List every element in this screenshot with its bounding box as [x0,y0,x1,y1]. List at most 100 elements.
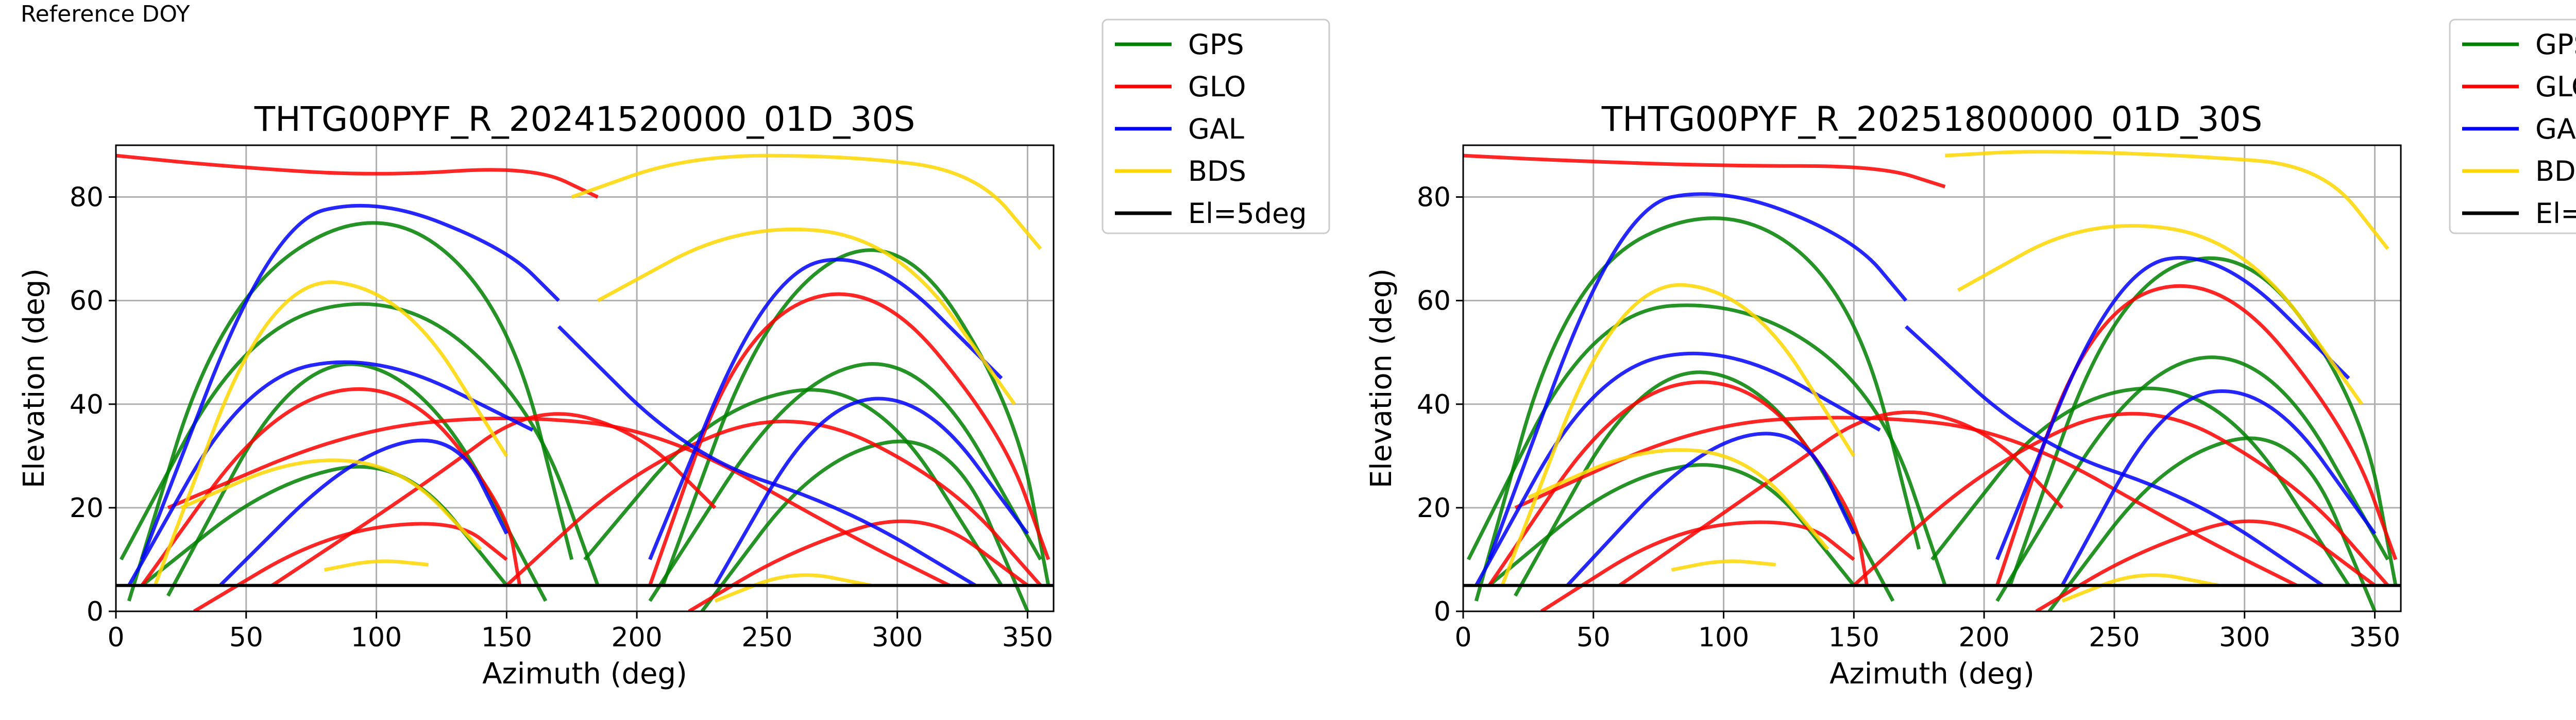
arc-bds [1957,224,2364,405]
arc-gal [1995,256,2350,560]
arc-gal [1475,351,1881,587]
x-tick-label: 100 [351,622,402,653]
arc-gps [1466,303,1947,586]
arc-glo [648,292,1050,586]
x-tick-label: 150 [481,622,532,653]
arc-gps [1930,386,2350,587]
y-axis-label: Elevation (deg) [1365,268,1398,488]
arc-bds [1945,150,2389,250]
y-tick-label: 20 [1417,493,1451,524]
arc-glo [167,416,951,587]
arc-bds [597,227,1016,405]
y-tick-label: 0 [1434,596,1451,627]
x-tick-label: 200 [1958,622,2009,653]
arc-gps [2008,256,2398,586]
arc-gal [648,258,1003,560]
arc-glo [505,419,1042,587]
legend-label: BDS [1188,155,1246,187]
x-axis-label: Azimuth (deg) [482,657,687,691]
data-arcs [1463,150,2398,611]
arc-glo [140,387,522,587]
plot-frame [1462,144,2402,612]
legend-label: GAL [1188,113,1244,145]
arc-glo [1540,520,1855,611]
data-arcs [116,153,1050,611]
arc-gps [1488,463,1856,587]
arc-glo [2035,519,2376,611]
x-tick-label: 350 [1002,622,1053,653]
legend-label: GPS [2535,28,2576,61]
arc-bds [153,280,509,586]
x-tick-label: 0 [107,622,124,653]
y-tick-label: 20 [70,493,104,524]
y-tick-label: 40 [1417,389,1451,420]
arc-glo [1487,380,1869,587]
legend-label: GPS [1188,28,1244,61]
arc-gal [713,397,1029,587]
x-tick-label: 0 [1454,622,1471,653]
chart-title: THTG00PYF_R_20251800000_01D_30S [1601,99,2262,139]
y-tick-label: 60 [70,286,104,317]
arc-bds [324,559,429,572]
chart-panel-left: 0 50 100 150 200 250 300 350 0 20 40 60 80 THTG00PYF_… [18,19,1330,691]
y-tick-label: 60 [1417,286,1451,317]
arc-gps [2047,436,2377,611]
arc-glo [1852,412,2389,587]
y-axis-label: Elevation (deg) [18,268,51,488]
arc-glo [193,522,508,611]
arc-bds [1500,283,1856,586]
arc-gps [661,248,1050,586]
arc-glo [1463,153,1946,188]
arc-gps [583,388,1003,587]
arc-bds [714,573,872,603]
page-label: Reference DOY [21,1,190,27]
legend-label: GLO [2535,71,2576,103]
legend-box [1101,19,1330,234]
chart-title: THTG00PYF_R_20241520000_01D_30S [254,99,915,139]
arc-gps [127,221,574,602]
arc-glo [688,519,1029,611]
legend-label: BDS [2535,155,2576,187]
x-tick-label: 50 [229,622,263,653]
arc-bds [2061,573,2219,603]
arc-bds [1527,448,1829,551]
arc-glo [1618,410,2064,587]
arc-gps [1995,355,2389,602]
x-tick-label: 100 [1698,622,1749,653]
y-tick-label: 0 [87,596,104,627]
arc-gal [1905,325,2324,587]
y-tick-label: 80 [70,182,104,213]
x-tick-label: 250 [2089,622,2140,653]
legend-label: GLO [1188,71,1246,103]
arc-gal [2060,389,2377,587]
arc-gal [1566,432,1856,587]
y-tick-label: 40 [70,389,104,420]
arc-glo [1514,416,2298,587]
arc-gps [120,302,600,586]
arc-glo [1995,284,2398,586]
legend-label: El=5deg [2535,197,2576,230]
arc-gps [648,362,1042,602]
x-axis-label: Azimuth (deg) [1829,657,2035,691]
legend-label: GAL [2535,113,2576,145]
x-tick-label: 250 [741,622,792,653]
x-tick-label: 50 [1577,622,1611,653]
arc-gal [127,360,534,587]
arc-gal [557,325,977,587]
arc-bds [571,153,1042,250]
legend-box [2449,19,2576,234]
x-tick-label: 300 [872,622,923,653]
arc-gal [218,438,509,587]
x-tick-label: 300 [2219,622,2270,653]
chart-panel-right: 0 50 100 150 200 250 300 350 0 20 40 60 80 THTG00PYF_… [1365,19,2576,691]
arc-gps [1474,216,1921,602]
arc-gps [700,439,1029,611]
x-tick-label: 200 [611,622,662,653]
arc-gal [140,203,560,560]
arc-gal [1487,192,1908,560]
x-tick-label: 150 [1828,622,1879,653]
legend-label: El=5deg [1188,197,1307,230]
arc-bds [180,458,482,551]
arc-gps [166,362,548,602]
